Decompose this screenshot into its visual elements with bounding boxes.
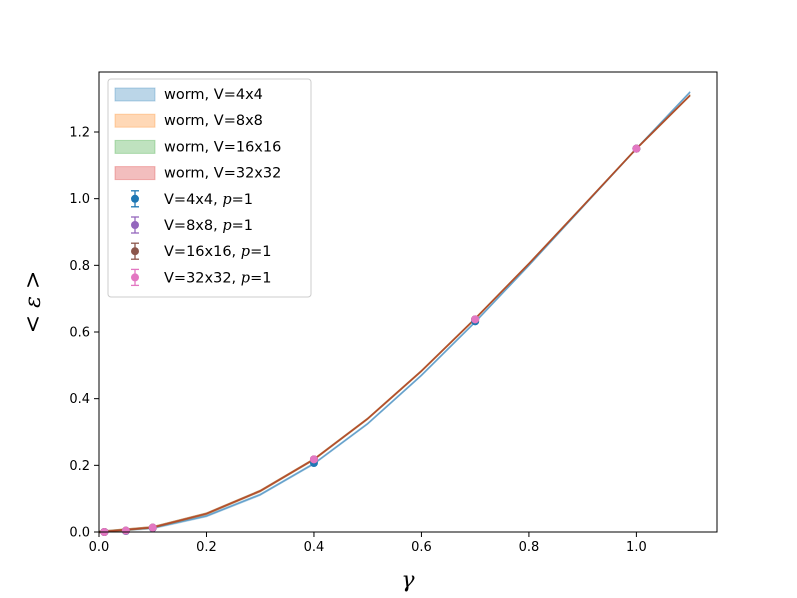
axes-frame	[98, 71, 718, 533]
legend-label: V=16x16, p=1	[164, 244, 271, 260]
legend-entry-points-3: V=16x16, p=1	[131, 242, 271, 260]
legend-marker	[131, 194, 139, 203]
y-axis-label: < ε >	[21, 271, 46, 334]
data-point	[471, 315, 480, 324]
y-tick-label: 0.6	[69, 326, 90, 341]
worm-series-4	[98, 94, 691, 534]
legend-marker	[131, 247, 139, 256]
legend-label: V=8x8, p=1	[164, 218, 253, 234]
legend-label: worm, V=16x16	[164, 139, 281, 155]
x-tick-label: 0.4	[304, 540, 325, 555]
point-series-4	[100, 144, 641, 536]
data-point	[632, 144, 641, 153]
legend-marker	[131, 221, 139, 229]
worm-line	[98, 94, 691, 533]
x-tick-label: 0.8	[519, 540, 540, 555]
legend-entry-points-2: V=8x8, p=1	[131, 216, 253, 234]
legend-label: worm, V=8x8	[164, 113, 263, 129]
legend-entry-worm-1: worm, V=4x4	[114, 87, 263, 103]
legend-box	[107, 78, 312, 298]
y-tick-label: 1.2	[69, 126, 90, 141]
y-tick-label: 1.0	[69, 192, 90, 207]
x-tick-label: 0.2	[196, 540, 217, 555]
x-tick-label: 1.0	[626, 540, 647, 555]
legend-entry-points-4: V=32x32, p=1	[131, 268, 271, 286]
legend-label: V=32x32, p=1	[164, 270, 271, 286]
legend-swatch	[114, 139, 156, 154]
y-tick-label: 0.8	[69, 259, 90, 274]
legend-label: worm, V=32x32	[164, 166, 281, 182]
legend-entry-points-1: V=4x4, p=1	[131, 190, 253, 208]
data-point	[121, 526, 130, 535]
x-tick-label: 0.6	[411, 540, 432, 555]
legend-label: worm, V=4x4	[164, 87, 263, 103]
plot-area	[98, 90, 691, 536]
y-tick-label: 0.2	[69, 459, 90, 474]
legend-entry-worm-3: worm, V=16x16	[114, 139, 281, 155]
legend-entry-worm-2: worm, V=8x8	[114, 113, 263, 129]
x-tick-label: 0.0	[89, 540, 110, 555]
legend-swatch	[114, 113, 156, 128]
legend-swatch	[114, 87, 156, 102]
data-point	[148, 523, 157, 532]
y-tick-label: 0.4	[69, 392, 90, 407]
data-point	[309, 455, 318, 464]
x-axis-label: γ	[401, 568, 415, 593]
legend-label: V=4x4, p=1	[164, 192, 253, 208]
ticks: 0.0 0.2 0.4 0.6 0.8 1.0 0.0 0.2 0.4 0.6 0.8 1.0 1.2	[69, 126, 646, 556]
legend-entry-worm-4: worm, V=32x32	[114, 166, 281, 182]
y-tick-label: 0.0	[69, 526, 90, 541]
legend-swatch	[114, 166, 156, 181]
legend-marker	[131, 273, 139, 282]
legend: worm, V=4x4 worm, V=8x8 worm, V=16x16 worm,…	[107, 78, 312, 298]
